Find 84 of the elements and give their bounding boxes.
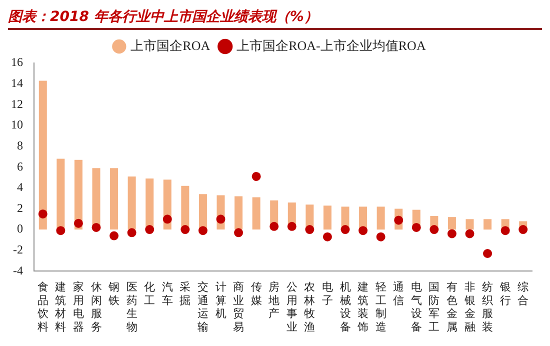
point <box>340 225 350 234</box>
bar <box>448 217 456 230</box>
y-tick-label: 6 <box>17 159 23 174</box>
x-tick-label: 家用电器 <box>72 280 84 334</box>
point <box>518 225 528 234</box>
x-tick-label: 化工 <box>144 282 156 307</box>
x-tick-label: 机械设备 <box>340 282 351 334</box>
point <box>412 222 421 232</box>
point <box>483 249 492 258</box>
point <box>394 216 404 225</box>
x-tick-label: 银行 <box>498 282 511 307</box>
bar <box>110 168 118 230</box>
y-tick-label: 10 <box>11 118 23 132</box>
x-tick-label: 商业贸易 <box>233 280 244 334</box>
x-tick-label: 纺织服装 <box>482 280 494 334</box>
x-tick-label: 轻工制造 <box>375 282 386 334</box>
x-tick-label: 电气设备 <box>410 280 422 334</box>
x-tick-label: 电子 <box>322 280 333 307</box>
point <box>56 226 66 236</box>
x-tick-label: 建筑材料 <box>54 280 66 334</box>
point <box>198 226 208 236</box>
x-tick-label: 汽车 <box>162 282 173 307</box>
point <box>74 218 83 228</box>
x-tick-label: 采掘 <box>180 280 191 307</box>
x-tick-label: 休闲服务 <box>90 282 102 334</box>
y-tick-label: 2 <box>17 200 23 215</box>
point <box>270 222 279 231</box>
x-tick-label: 有色金属 <box>446 282 458 334</box>
point <box>92 222 101 232</box>
point <box>162 214 172 224</box>
point <box>145 225 154 234</box>
y-tick-label: 0 <box>17 222 23 236</box>
point <box>305 225 314 234</box>
x-tick-label: 农林牧渔 <box>303 282 316 334</box>
bar <box>181 186 190 230</box>
point <box>252 172 261 181</box>
point <box>447 229 456 238</box>
bar <box>252 197 260 230</box>
bar <box>466 219 474 230</box>
point <box>376 232 386 242</box>
bar <box>234 196 243 230</box>
y-tick-label: -2 <box>13 242 23 257</box>
x-tick-label: 食品饮料 <box>36 282 48 334</box>
point <box>234 228 244 238</box>
x-tick-label: 交通运输 <box>197 280 208 334</box>
y-tick-label: 14 <box>11 76 23 90</box>
x-tick-label: 国防军工 <box>428 282 440 334</box>
legend-label: 上市国企ROA <box>130 38 211 53</box>
bar <box>376 206 385 230</box>
x-tick-label: 房地产 <box>268 280 280 320</box>
point <box>110 231 119 240</box>
point <box>216 214 226 224</box>
x-tick-label: 计算机 <box>215 280 226 320</box>
point <box>322 232 332 242</box>
legend-label: 上市国企ROA-上市企业均值ROA <box>236 38 426 53</box>
bar <box>323 206 332 230</box>
x-tick-label: 医药生物 <box>126 282 138 334</box>
bar <box>56 158 65 230</box>
y-tick-label: 16 <box>11 55 23 70</box>
bar <box>128 176 136 230</box>
bar <box>146 178 154 230</box>
x-tick-label: 综合 <box>518 280 529 307</box>
bar <box>38 80 47 230</box>
point <box>287 222 296 231</box>
chart-title: 图表：2018 年各行业中上市国企业绩表现（%） <box>8 8 542 30</box>
y-tick-label: 12 <box>11 96 23 111</box>
x-tick-label: 传媒 <box>250 282 262 307</box>
x-tick-label: 非银金融 <box>463 280 476 334</box>
y-tick-label: -4 <box>13 263 23 278</box>
point <box>180 225 190 234</box>
y-tick-label: 8 <box>17 138 23 152</box>
bar <box>198 194 207 230</box>
x-tick-label: 公用事业 <box>286 282 298 334</box>
point <box>38 209 48 218</box>
x-tick-label: 通信 <box>393 280 404 307</box>
point <box>127 228 136 238</box>
x-tick-label: 钢铁 <box>108 282 120 307</box>
x-tick-label: 建筑装饰 <box>356 280 369 334</box>
point <box>430 225 439 234</box>
y-tick-label: 4 <box>17 180 23 194</box>
point <box>500 226 510 236</box>
bar <box>484 219 492 230</box>
point <box>465 229 474 238</box>
point <box>358 226 368 236</box>
